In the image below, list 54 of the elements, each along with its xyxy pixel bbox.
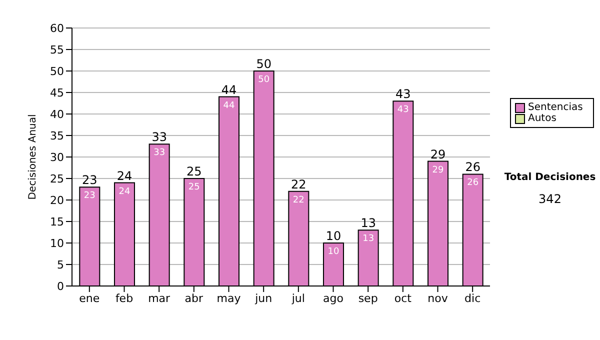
x-tick-label: jul (290, 292, 305, 305)
y-tick-label: 10 (50, 236, 64, 250)
x-tick-label: mar (148, 292, 171, 305)
total-label: 33 (152, 130, 167, 144)
total-label: 29 (430, 147, 446, 162)
y-tick-label: 50 (50, 64, 64, 78)
data-label: 44 (223, 100, 235, 111)
data-label: 24 (118, 186, 130, 197)
y-tick-label: 25 (50, 172, 64, 186)
x-tick-label: ene (79, 292, 100, 305)
data-label: 26 (467, 178, 479, 188)
x-tick-label: ago (323, 292, 344, 305)
total-label: 44 (221, 82, 237, 97)
x-tick-label: sep (358, 292, 378, 305)
data-label: 50 (258, 75, 270, 85)
text: 342 (538, 192, 562, 206)
y-tick-label: 60 (50, 22, 64, 35)
y-tick-label: 15 (50, 215, 64, 228)
y-tick-label: 35 (50, 129, 64, 142)
legend-label: Autos (528, 113, 556, 124)
y-tick-label: 5 (57, 258, 64, 272)
data-label: 13 (362, 234, 374, 244)
x-tick-label: nov (428, 292, 448, 305)
total-label: 43 (396, 87, 411, 102)
x-tick-label: may (216, 292, 242, 305)
legend-label: Sentencias (528, 102, 583, 113)
data-label: 10 (328, 247, 340, 257)
total-label: 23 (82, 173, 98, 188)
x-tick-label: oct (394, 292, 412, 305)
data-label: 43 (397, 105, 409, 116)
y-axis-title: Decisiones Anual (28, 114, 39, 200)
y-tick-label: 45 (50, 86, 64, 100)
data-label: 23 (84, 191, 96, 202)
total-label: 26 (465, 160, 480, 174)
data-label: 33 (154, 148, 166, 158)
total-label: 24 (116, 168, 132, 183)
data-label: 29 (432, 165, 444, 176)
x-tick-label: abr (184, 292, 204, 305)
total-label: 50 (256, 57, 272, 71)
data-label: 25 (188, 182, 200, 192)
total-label: 10 (326, 229, 342, 243)
y-tick-label: 20 (50, 194, 64, 207)
y-tick-label: 40 (50, 108, 64, 121)
x-tick-label: jun (254, 292, 272, 305)
x-tick-label: feb (115, 292, 134, 305)
data-label: 22 (292, 195, 304, 206)
x-tick-label: dic (464, 292, 481, 305)
y-tick-label: 0 (57, 280, 64, 293)
y-tick-label: 55 (50, 43, 64, 56)
total-label: 13 (360, 216, 376, 230)
total-label: 25 (186, 164, 202, 178)
y-tick-label: 30 (50, 150, 64, 164)
total-label: 22 (291, 177, 306, 192)
text: Total Decisiones (503, 172, 597, 183)
